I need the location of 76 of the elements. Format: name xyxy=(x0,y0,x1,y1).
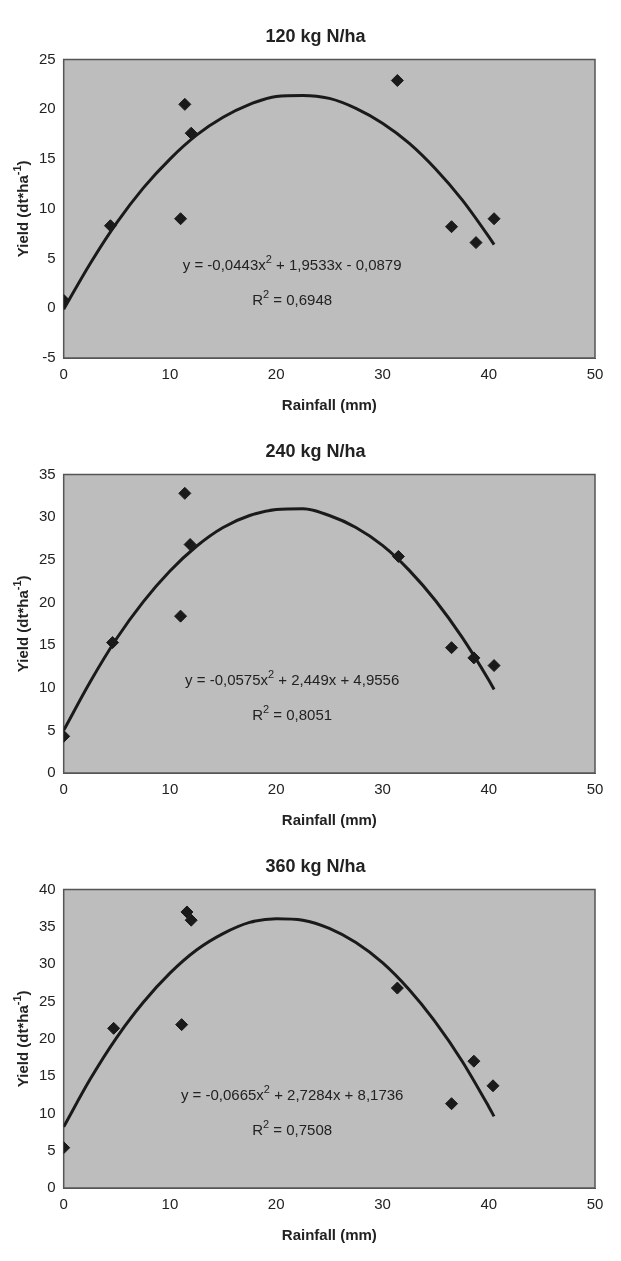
y-tick-label: 35 xyxy=(39,917,56,935)
y-axis-title: Yield (dt*ha-1) xyxy=(11,160,32,258)
x-tick-label: 20 xyxy=(267,1195,285,1213)
y-tick-label: -5 xyxy=(42,348,56,366)
point xyxy=(178,486,192,500)
y-tick-label: 20 xyxy=(39,99,56,117)
y-tick-label: 5 xyxy=(47,1140,56,1158)
x-tick-label: 0 xyxy=(59,365,68,383)
chart-title: 120 kg N/ha xyxy=(265,25,367,46)
y-tick-label: 20 xyxy=(39,592,56,610)
y-tick-label: 15 xyxy=(39,149,56,167)
y-tick-label: 35 xyxy=(39,464,56,482)
y-axis-title: Yield (dt*ha-1) xyxy=(11,990,32,1088)
x-tick-label: 0 xyxy=(59,1195,68,1213)
x-tick-label: 0 xyxy=(59,780,68,798)
x-tick-label: 40 xyxy=(480,780,498,798)
x-tick-label: 30 xyxy=(374,780,391,798)
x-tick-label: 30 xyxy=(374,1195,391,1213)
point xyxy=(178,97,192,111)
point xyxy=(445,641,459,655)
point xyxy=(445,1097,459,1111)
point xyxy=(175,1018,189,1032)
point xyxy=(445,220,459,234)
x-tick-label: 10 xyxy=(161,365,179,383)
y-tick-label: 25 xyxy=(39,49,56,67)
x-axis-title: Rainfall (mm) xyxy=(281,811,377,829)
x-axis-title: Rainfall (mm) xyxy=(281,396,377,414)
x-tick-label: 20 xyxy=(267,365,285,383)
line-series xyxy=(63,93,496,311)
x-tick-label: 10 xyxy=(161,1195,179,1213)
y-tick-label: 5 xyxy=(47,248,56,266)
point xyxy=(103,219,117,233)
x-axis-title: Rainfall (mm) xyxy=(281,1226,377,1244)
point xyxy=(390,73,404,87)
x-tick-label: 30 xyxy=(374,365,391,383)
point xyxy=(467,651,481,665)
point xyxy=(183,538,197,552)
x-tick-label: 10 xyxy=(161,780,179,798)
y-tick-label: 15 xyxy=(39,1066,56,1084)
point xyxy=(184,126,198,140)
y-tick-label: 0 xyxy=(47,1178,56,1196)
point xyxy=(469,236,483,250)
chart-title: 240 kg N/ha xyxy=(265,440,367,461)
point xyxy=(174,609,188,623)
y-tick-label: 25 xyxy=(39,550,56,567)
point xyxy=(174,212,188,226)
point xyxy=(486,1079,500,1093)
y-axis-title: Yield (dt*ha-1) xyxy=(11,575,32,673)
x-tick-label: 20 xyxy=(267,780,285,798)
point xyxy=(107,1021,121,1035)
x-tick-label: 50 xyxy=(586,365,604,383)
y-tick-label: 5 xyxy=(47,720,56,738)
point xyxy=(184,913,198,927)
y-tick-label: 10 xyxy=(39,677,56,695)
x-tick-label: 50 xyxy=(586,1195,604,1213)
point xyxy=(390,981,404,995)
y-tick-label: 40 xyxy=(39,879,56,897)
y-tick-label: 10 xyxy=(39,198,56,216)
chart-title: 360 kg N/ha xyxy=(265,855,367,876)
y-tick-label: 0 xyxy=(47,763,56,781)
y-tick-label: 20 xyxy=(39,1028,56,1046)
point xyxy=(391,549,405,563)
x-tick-label: 40 xyxy=(480,365,498,383)
y-tick-label: 0 xyxy=(47,298,56,316)
point xyxy=(487,212,501,226)
y-tick-label: 25 xyxy=(39,991,56,1009)
point xyxy=(467,1054,481,1068)
x-tick-label: 50 xyxy=(586,780,604,798)
point xyxy=(106,636,120,650)
y-tick-label: 15 xyxy=(39,635,56,653)
y-tick-label: 10 xyxy=(39,1103,56,1121)
y-tick-label: 30 xyxy=(39,507,56,525)
y-tick-label: 30 xyxy=(39,954,56,972)
x-tick-label: 40 xyxy=(480,1195,498,1213)
point xyxy=(180,905,194,919)
point xyxy=(487,659,501,673)
